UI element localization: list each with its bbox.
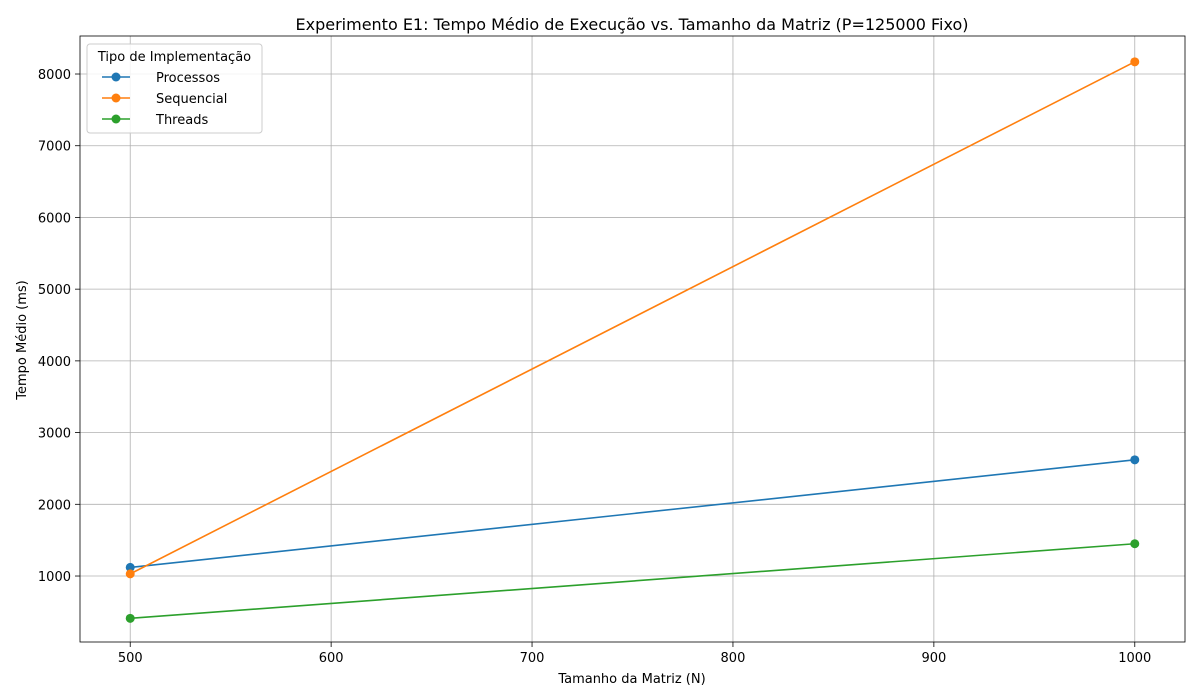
series-line	[130, 542, 1135, 620]
legend: Tipo de Implementação Processos Sequencial…	[86, 43, 263, 134]
y-tick-label: 8000	[38, 68, 71, 83]
x-axis-title: Tamanho da Matriz (N)	[557, 672, 705, 687]
y-tick-label: 7000	[38, 140, 71, 155]
y-tick-label: 6000	[38, 211, 71, 226]
series-threads	[125, 539, 1140, 623]
x-tick-label: 1000	[1118, 651, 1151, 666]
data-point	[125, 613, 135, 623]
x-tick-label: 700	[520, 651, 545, 666]
y-tick-label: 1000	[38, 570, 71, 585]
data-point	[1130, 455, 1140, 465]
legend-box	[86, 43, 263, 134]
legend-swatch-marker	[111, 72, 121, 82]
legend-label: Threads	[155, 113, 208, 128]
x-tick-label: 800	[721, 651, 746, 666]
legend-swatch-marker	[111, 114, 121, 124]
legend-swatch-marker	[111, 93, 121, 103]
x-tick-label: 900	[921, 651, 946, 666]
plot-frame	[79, 35, 1186, 643]
series-line	[129, 61, 1136, 575]
x-tick-label: 600	[319, 651, 344, 666]
chart-title: Experimento E1: Tempo Médio de Execução …	[296, 15, 969, 34]
y-tick-label: 5000	[38, 283, 71, 298]
axes: 500 600 700 800 900 1000 1000 2000 3000 4000 5000 6…	[38, 35, 1186, 666]
data-point	[125, 569, 135, 579]
series-sequencial	[125, 57, 1140, 579]
data-point	[125, 562, 135, 572]
legend-label: Processos	[156, 71, 220, 86]
x-tick-label: 500	[118, 651, 143, 666]
legend-title: Tipo de Implementação	[97, 50, 251, 65]
y-tick-label: 3000	[38, 427, 71, 442]
grid-lines	[80, 36, 1185, 642]
data-point	[1130, 57, 1140, 67]
legend-label: Sequencial	[156, 92, 227, 107]
data-point	[1130, 539, 1140, 549]
series-line	[130, 459, 1135, 569]
series-processos	[125, 455, 1140, 572]
y-tick-label: 4000	[38, 355, 71, 370]
y-tick-label: 2000	[38, 498, 71, 513]
y-axis-title: Tempo Médio (ms)	[15, 280, 30, 400]
